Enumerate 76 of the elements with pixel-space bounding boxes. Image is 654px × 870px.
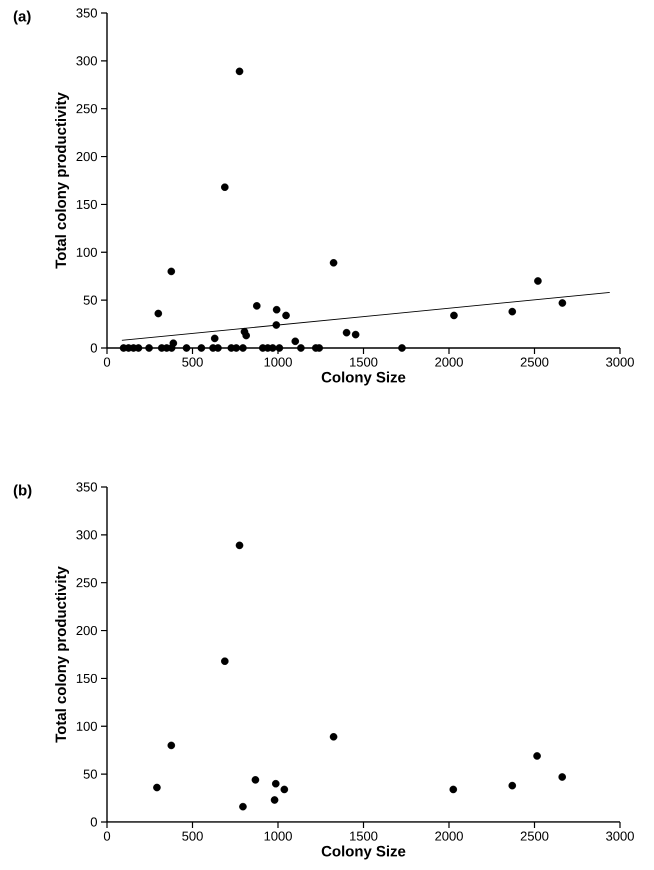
point — [167, 268, 176, 276]
point — [280, 786, 288, 794]
x-axis-title: Colony Size — [322, 372, 406, 386]
x-tick-label: 2000 — [435, 358, 463, 367]
y-tick-label: 150 — [76, 200, 97, 209]
y-tick-label: 100 — [76, 722, 97, 731]
y-tick-label: 350 — [76, 482, 97, 492]
y-tick-label: 250 — [76, 104, 97, 114]
point — [221, 657, 229, 665]
y-tick-label: 50 — [84, 770, 97, 779]
y-tick-label: 0 — [90, 817, 97, 827]
x-tick-label: 3000 — [606, 358, 634, 367]
point — [198, 344, 206, 352]
point — [145, 344, 153, 352]
chart-title: (a) — [14, 10, 31, 24]
x-tick-label: 2500 — [520, 358, 548, 367]
point — [252, 776, 260, 784]
x-tick-label: 0 — [104, 358, 110, 367]
x-tick-label: 1500 — [350, 832, 378, 841]
point — [252, 302, 261, 310]
point — [330, 259, 338, 267]
y-tick-label: 300 — [76, 530, 97, 540]
y-tick-label: 200 — [76, 152, 97, 162]
x-tick-label: 2000 — [435, 832, 463, 841]
y-tick-label: 100 — [76, 248, 97, 257]
y-tick-label: 250 — [76, 578, 97, 588]
point — [236, 68, 244, 76]
point — [236, 542, 244, 550]
point — [239, 802, 247, 810]
point — [449, 786, 458, 794]
point — [221, 183, 229, 191]
point — [330, 733, 338, 741]
point — [270, 796, 278, 804]
y-tick-label: 300 — [76, 56, 97, 66]
y-axis-title: Total colony productivity — [55, 92, 70, 269]
y-tick-label: 200 — [76, 626, 97, 636]
point — [210, 334, 219, 342]
point — [153, 784, 161, 792]
x-tick-label: 0 — [104, 832, 110, 841]
x-tick-label: 3000 — [606, 832, 634, 841]
point — [558, 299, 566, 307]
point — [154, 310, 162, 318]
y-axis-title: Total colony productivity — [55, 566, 70, 743]
point — [182, 344, 190, 352]
y-tick-label: 150 — [76, 674, 97, 684]
point — [508, 308, 516, 316]
point — [534, 277, 542, 285]
point — [450, 312, 458, 320]
point — [170, 339, 178, 348]
point — [272, 321, 280, 329]
point — [272, 780, 280, 788]
point — [558, 773, 566, 781]
x-tick-label: 1500 — [350, 358, 378, 367]
y-tick-label: 0 — [90, 343, 97, 353]
point — [272, 306, 280, 314]
x-tick-label: 1000 — [264, 358, 292, 367]
x-tick-label: 1000 — [264, 832, 292, 841]
point — [282, 312, 290, 320]
point — [291, 337, 300, 346]
x-axis-title: Colony Size — [322, 846, 406, 860]
x-tick-label: 2500 — [520, 832, 548, 841]
point — [239, 344, 247, 352]
point — [352, 330, 360, 338]
y-tick-label: 50 — [84, 296, 97, 305]
point — [398, 344, 406, 352]
chart-title: (b) — [14, 484, 32, 498]
point — [508, 782, 516, 790]
point — [242, 332, 250, 340]
point — [167, 742, 176, 750]
point — [533, 752, 541, 760]
x-tick-label: 500 — [182, 358, 203, 367]
x-tick-label: 500 — [182, 832, 203, 841]
point — [276, 344, 284, 352]
point — [342, 328, 350, 336]
y-tick-label: 350 — [76, 8, 97, 18]
point — [297, 344, 305, 352]
